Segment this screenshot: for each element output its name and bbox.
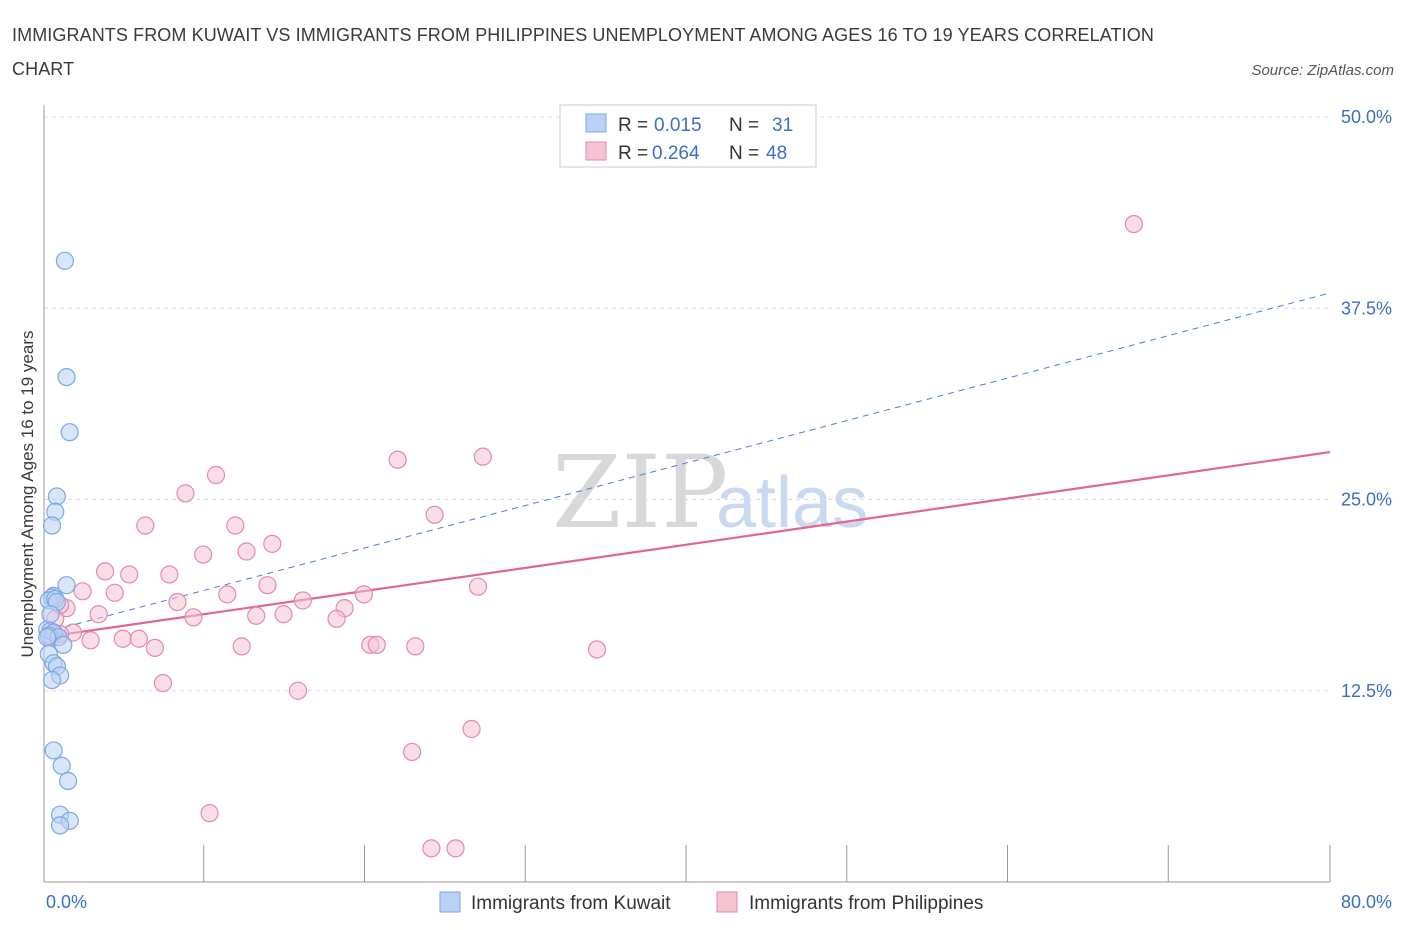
legend-kuwait-r-value: 0.015: [654, 115, 702, 136]
axes: [43, 105, 1330, 883]
point-philippines: [327, 609, 346, 628]
point-philippines: [462, 719, 481, 739]
point-philippines: [247, 606, 266, 625]
bottom-legend-swatch-kuwait: [439, 891, 461, 913]
point-philippines: [446, 839, 465, 858]
trend-line-kuwait: [43, 292, 1331, 634]
stats-legend: R = 0.015 N = 31 R = 0.264 N = 48: [559, 104, 817, 168]
legend-philippines-r-value: 0.264: [652, 143, 700, 164]
trend-line-philippines: [43, 450, 1331, 639]
point-philippines: [367, 635, 386, 654]
point-philippines: [160, 565, 179, 584]
point-philippines: [226, 516, 245, 535]
point-kuwait: [47, 487, 66, 506]
legend-swatch-kuwait: [585, 113, 607, 133]
point-philippines: [81, 631, 100, 650]
point-philippines: [89, 605, 108, 624]
point-philippines: [468, 577, 488, 596]
point-philippines: [206, 465, 226, 485]
legend-kuwait-n-label: N =: [729, 115, 759, 136]
point-kuwait: [57, 368, 76, 387]
point-philippines: [425, 505, 444, 524]
y-tick-label: 37.5%: [1341, 298, 1392, 318]
point-philippines: [168, 592, 187, 612]
point-kuwait: [59, 771, 78, 791]
point-philippines: [194, 545, 213, 564]
legend-philippines-r-label: R =: [618, 143, 648, 164]
watermark-zip: ZIP: [552, 434, 728, 551]
point-kuwait: [42, 516, 62, 535]
point-philippines: [113, 629, 132, 648]
point-philippines: [176, 484, 195, 503]
point-philippines: [388, 450, 407, 469]
x-tick-marks: [203, 845, 1331, 882]
y-tick-label: 50.0%: [1341, 107, 1392, 127]
point-philippines: [200, 804, 219, 823]
point-kuwait: [41, 605, 60, 624]
source-credit: Source: ZipAtlas.com: [1251, 62, 1394, 79]
point-kuwait: [52, 756, 71, 775]
y-tick-label: 12.5%: [1341, 681, 1392, 701]
y-axis-label: Unemployment Among Ages 16 to 19 years: [18, 331, 37, 658]
legend-philippines-n-label: N =: [729, 143, 759, 164]
point-kuwait: [60, 423, 79, 442]
point-kuwait: [42, 670, 62, 690]
bottom-legend-philippines-label: Immigrants from Philippines: [749, 893, 983, 914]
point-philippines: [403, 742, 422, 762]
point-philippines: [145, 638, 165, 658]
bottom-legend-swatch-philippines: [716, 891, 738, 913]
chart-title: IMMIGRANTS FROM KUWAIT VS IMMIGRANTS FRO…: [12, 25, 1154, 79]
y-tick-labels: 12.5% 25.0% 37.5% 50.0%: [1341, 107, 1392, 701]
point-philippines: [105, 583, 124, 602]
x-tick-label-min: 0.0%: [46, 892, 87, 912]
gridlines: [44, 116, 1330, 692]
point-philippines: [129, 629, 148, 648]
legend-kuwait-r-label: R =: [618, 115, 648, 136]
point-kuwait: [44, 741, 63, 760]
trend-lines: [43, 292, 1331, 639]
point-philippines: [237, 542, 256, 561]
watermark-atlas: atlas: [716, 463, 868, 543]
point-philippines: [1124, 215, 1143, 234]
point-philippines: [473, 447, 492, 466]
point-kuwait: [54, 635, 73, 654]
point-philippines: [120, 565, 139, 584]
point-philippines: [73, 582, 92, 601]
point-philippines: [95, 562, 115, 581]
legend-philippines-n-value: 48: [766, 143, 787, 164]
point-philippines: [218, 585, 237, 604]
point-philippines: [263, 534, 282, 553]
point-kuwait: [55, 251, 74, 270]
point-philippines: [232, 637, 251, 656]
point-philippines: [153, 673, 173, 693]
point-philippines: [274, 605, 293, 624]
x-tick-label-max: 80.0%: [1341, 892, 1392, 912]
point-kuwait: [38, 628, 57, 647]
point-kuwait: [57, 576, 76, 595]
point-philippines: [587, 640, 607, 659]
point-kuwait: [50, 816, 70, 835]
bottom-legend-kuwait-label: Immigrants from Kuwait: [471, 893, 671, 914]
point-philippines: [354, 585, 373, 604]
point-philippines: [288, 681, 308, 700]
point-philippines: [136, 516, 155, 535]
y-tick-label: 25.0%: [1341, 490, 1392, 510]
legend-swatch-philippines: [585, 141, 607, 161]
point-philippines: [293, 591, 312, 610]
point-philippines: [184, 608, 203, 627]
point-philippines: [406, 637, 425, 656]
point-philippines: [258, 576, 277, 595]
series-legend: Immigrants from Kuwait Immigrants from P…: [439, 891, 983, 914]
legend-kuwait-n-value: 31: [772, 115, 793, 136]
scatter-points: [38, 215, 1143, 858]
point-philippines: [422, 839, 441, 858]
